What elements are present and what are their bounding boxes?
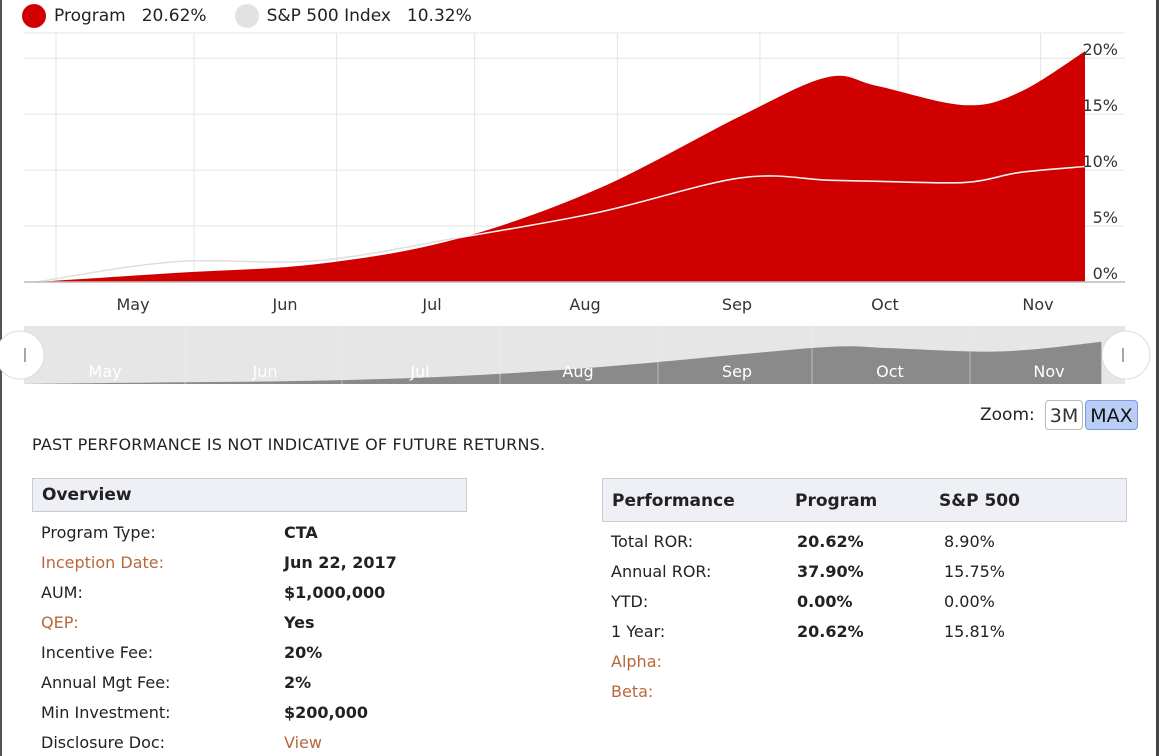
navigator-left-handle[interactable] [0,330,45,380]
performance-chart: 0% 5% 10% 15% 20% May Jun Jul Aug Sep Oct Nov May Jun… [0,32,1151,384]
legend-value-sp500: 10.32% [406,6,472,26]
legend-label-program: Program [54,6,126,26]
perf-col-performance: Performance [612,491,735,511]
perf-row-sp500-value: 8.90% [944,532,995,551]
perf-col-program: Program [795,491,878,511]
overview-label[interactable]: QEP: [41,613,79,632]
window-right-border [1156,0,1159,756]
zoom-controls: Zoom: 3M MAX [980,400,1138,430]
overview-label: Incentive Fee: [41,643,154,662]
perf-row-program-value: 20.62% [797,532,864,551]
perf-col-sp500: S&P 500 [939,491,1020,511]
program-series-dot-icon [22,4,46,28]
x-tick-label: May [116,295,149,314]
performance-disclaimer: PAST PERFORMANCE IS NOT INDICATIVE OF FU… [32,435,546,454]
overview-label: Annual Mgt Fee: [41,673,171,692]
navigator-label: May [88,362,121,381]
zoom-max-button[interactable]: MAX [1085,400,1138,430]
overview-value: Yes [284,613,315,632]
x-tick-label: Aug [569,295,600,314]
legend-item-sp500[interactable]: S&P 500 Index 10.32% [234,4,472,28]
perf-row-label: Total ROR: [611,532,694,551]
perf-row-label[interactable]: Alpha: [611,652,662,671]
navigator-label: Jun [252,362,278,381]
y-tick-label: 20% [1082,40,1118,59]
zoom-3m-button[interactable]: 3M [1044,400,1084,430]
overview-value: $200,000 [284,703,369,722]
perf-row-program-value: 20.62% [797,622,864,641]
overview-value: 2% [284,673,312,692]
y-tick-label: 15% [1082,96,1118,115]
overview-value: CTA [284,523,318,542]
sp500-line-early [35,237,455,283]
navigator-label: Jul [409,362,429,381]
overview-value: Jun 22, 2017 [284,553,397,572]
y-tick-label: 5% [1093,208,1118,227]
zoom-label: Zoom: [980,405,1035,425]
overview-label: Program Type: [41,523,156,542]
x-tick-label: Oct [871,295,899,314]
legend-value-program: 20.62% [141,6,207,26]
overview-label: Disclosure Doc: [41,733,166,752]
window-left-border [0,0,2,756]
overview-value: 20% [284,643,323,662]
y-tick-label: 0% [1093,264,1118,283]
legend-label-sp500: S&P 500 Index [266,6,391,26]
perf-row-program-value: 0.00% [797,592,853,611]
x-tick-label: Sep [722,295,752,314]
x-tick-label: Jun [272,295,298,314]
perf-row-sp500-value: 0.00% [944,592,995,611]
overview-header: Overview [32,478,467,512]
navigator-label: Nov [1033,362,1064,381]
perf-row-sp500-value: 15.81% [944,622,1006,641]
perf-row-label: YTD: [611,592,649,611]
performance-table-header: Performance Program S&P 500 [602,478,1127,522]
perf-row-label: 1 Year: [611,622,666,641]
x-tick-label: Nov [1022,295,1053,314]
navigator-area [24,341,1102,384]
chart-legend: Program 20.62% S&P 500 Index 10.32% [22,0,500,32]
y-tick-label: 10% [1082,152,1118,171]
navigator-label: Sep [722,362,752,381]
navigator-label: Aug [562,362,593,381]
navigator-label: Oct [876,362,904,381]
navigator-right-handle[interactable] [1101,330,1151,380]
perf-row-program-value: 37.90% [797,562,864,581]
disclosure-doc-view-link[interactable]: View [284,733,322,752]
program-area [36,51,1085,282]
overview-value: $1,000,000 [284,583,386,602]
overview-label: Min Investment: [41,703,171,722]
sp500-series-dot-icon [234,4,259,28]
overview-label: AUM: [41,583,83,602]
x-tick-label: Jul [421,295,441,314]
perf-row-label[interactable]: Beta: [611,682,654,701]
perf-row-sp500-value: 15.75% [944,562,1006,581]
legend-item-program[interactable]: Program 20.62% [22,4,207,28]
overview-label[interactable]: Inception Date: [41,553,165,572]
overview-title: Overview [42,485,132,505]
perf-row-label: Annual ROR: [611,562,712,581]
